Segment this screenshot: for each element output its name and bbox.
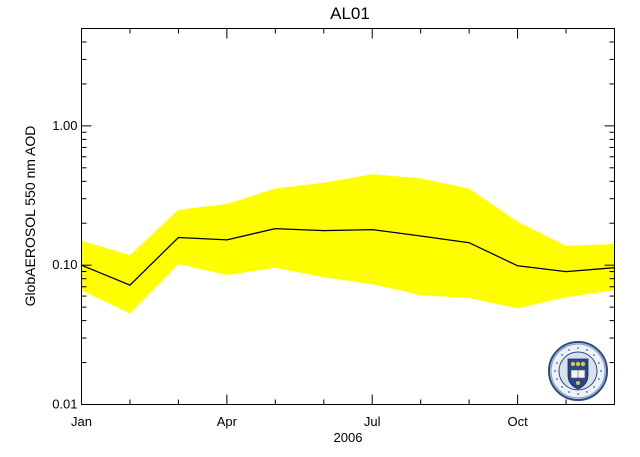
x-axis-label: 2006	[334, 430, 363, 445]
y-tick-label: 0.10	[52, 257, 77, 272]
data-point	[420, 235, 422, 237]
y-tick-label: 1.00	[52, 118, 77, 133]
range-band	[81, 174, 615, 314]
y-tick-label: 0.01	[52, 397, 77, 412]
data-point	[323, 230, 325, 232]
data-point	[468, 242, 470, 244]
chart-title: AL01	[330, 4, 370, 23]
series-line	[81, 227, 615, 286]
data-point	[177, 236, 179, 239]
x-tick-label: Jan	[71, 414, 92, 429]
y-axis-label: GlobAEROSOL 550 nm AOD	[22, 126, 38, 307]
data-point	[274, 228, 276, 230]
axis-ticks: 0.01 0.10 1.00 Jan Apr Jul Oct	[52, 28, 615, 429]
data-point	[371, 229, 373, 231]
plot-area	[80, 174, 616, 314]
university-seal-logo	[548, 341, 608, 401]
data-point	[226, 239, 228, 241]
data-point	[129, 284, 131, 286]
x-tick-label: Apr	[217, 414, 238, 429]
x-tick-label: Oct	[507, 414, 528, 429]
plot-frame	[81, 28, 615, 405]
data-point	[565, 271, 567, 273]
data-point	[517, 265, 519, 267]
x-tick-label: Jul	[364, 414, 381, 429]
